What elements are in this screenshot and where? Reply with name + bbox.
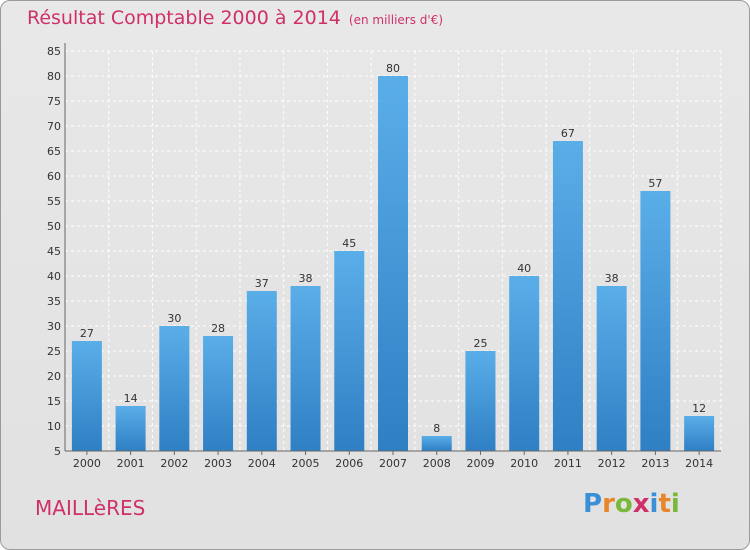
logo-letter: o (614, 489, 633, 519)
data-label: 8 (433, 422, 440, 435)
bar (465, 351, 496, 451)
x-tick-label: 2001 (117, 457, 145, 470)
data-label: 45 (342, 237, 356, 250)
bar (552, 141, 583, 451)
y-tick-label: 5 (54, 445, 61, 458)
data-label: 80 (386, 62, 400, 75)
bar (640, 191, 671, 451)
proxiti-logo: Proxiti (583, 489, 680, 519)
bar (684, 416, 715, 451)
data-label: 28 (211, 322, 225, 335)
x-tick-label: 2007 (379, 457, 407, 470)
y-tick-label: 40 (47, 270, 61, 283)
logo-letter: r (602, 489, 615, 519)
x-tick-label: 2009 (466, 457, 494, 470)
x-tick-label: 2002 (160, 457, 188, 470)
bar (334, 251, 365, 451)
data-label: 37 (255, 277, 269, 290)
y-tick-label: 85 (47, 45, 61, 58)
x-tick-label: 2003 (204, 457, 232, 470)
x-tick-label: 2011 (554, 457, 582, 470)
bar (421, 436, 452, 451)
x-tick-label: 2013 (641, 457, 669, 470)
y-tick-label: 70 (47, 120, 61, 133)
data-label: 57 (648, 177, 662, 190)
x-tick-label: 2012 (598, 457, 626, 470)
y-tick-label: 25 (47, 345, 61, 358)
bar (378, 76, 408, 451)
town-name: MAILLèRES (35, 496, 146, 520)
bar (203, 336, 234, 451)
y-tick-label: 15 (47, 395, 61, 408)
bar (246, 291, 277, 451)
x-tick-label: 2008 (423, 457, 451, 470)
y-tick-label: 20 (47, 370, 61, 383)
logo-letter: t (658, 489, 671, 519)
x-tick-label: 2000 (73, 457, 101, 470)
logo-letter: x (632, 489, 650, 519)
y-tick-label: 35 (47, 295, 61, 308)
y-tick-label: 10 (47, 420, 61, 433)
y-tick-label: 55 (47, 195, 61, 208)
x-tick-label: 2005 (292, 457, 320, 470)
data-label: 14 (124, 392, 138, 405)
y-tick-label: 50 (47, 220, 61, 233)
bar (159, 326, 190, 451)
data-label: 40 (517, 262, 531, 275)
chart-title: Résultat Comptable 2000 à 2014 (en millie… (27, 7, 443, 29)
data-label: 38 (605, 272, 619, 285)
bar (596, 286, 627, 451)
y-tick-label: 45 (47, 245, 61, 258)
chart-title-main: Résultat Comptable 2000 à 2014 (27, 7, 341, 29)
data-label: 67 (561, 127, 575, 140)
logo-letter: i (649, 489, 659, 519)
chart-title-unit: (en milliers d'€) (348, 13, 444, 27)
x-tick-label: 2014 (685, 457, 713, 470)
bar (290, 286, 321, 451)
bar (509, 276, 540, 451)
data-label: 38 (299, 272, 313, 285)
bar (115, 406, 146, 451)
data-label: 12 (692, 402, 706, 415)
logo-letter: i (670, 489, 680, 519)
data-label: 25 (473, 337, 487, 350)
data-label: 30 (167, 312, 181, 325)
y-tick-label: 75 (47, 95, 61, 108)
y-tick-label: 80 (47, 70, 61, 83)
x-tick-label: 2010 (510, 457, 538, 470)
x-tick-label: 2004 (248, 457, 276, 470)
x-tick-label: 2006 (335, 457, 363, 470)
y-tick-label: 30 (47, 320, 61, 333)
y-tick-label: 65 (47, 145, 61, 158)
bar (71, 341, 102, 451)
logo-letter: P (583, 489, 603, 519)
y-tick-label: 60 (47, 170, 61, 183)
data-label: 27 (80, 327, 94, 340)
